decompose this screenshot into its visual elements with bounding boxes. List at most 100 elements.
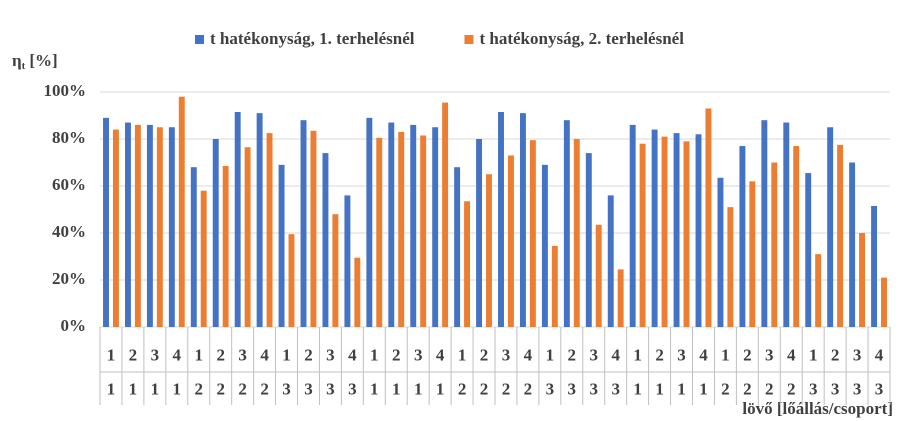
x-tick-label: 1 [370, 345, 379, 364]
x-tick-label: 2 [216, 379, 225, 398]
x-tick-label: 4 [699, 345, 708, 364]
bar [486, 174, 492, 327]
bar [244, 147, 251, 327]
bar [805, 173, 812, 327]
bar [727, 207, 734, 327]
x-tick-label: 1 [107, 345, 116, 364]
x-tick-label: 2 [392, 345, 401, 364]
y-label-symbol: η [12, 51, 22, 70]
x-tick-label: 1 [107, 379, 116, 398]
bar [507, 155, 514, 327]
x-tick-label: 3 [853, 345, 862, 364]
x-tick-label: 2 [216, 345, 225, 364]
bar [432, 127, 439, 327]
x-tick-label: 1 [129, 379, 138, 398]
x-tick-label: 4 [611, 345, 620, 364]
x-axis-label: lövő [lőállás/csoport] [742, 399, 893, 418]
x-tick-label: 2 [304, 345, 313, 364]
bar [354, 257, 361, 327]
bar [222, 166, 229, 327]
x-tick-label: 4 [524, 345, 533, 364]
bar [661, 136, 668, 327]
x-tick-label: 3 [831, 379, 840, 398]
bar [498, 111, 504, 327]
x-tick-label: 2 [260, 379, 269, 398]
y-tick-label: 40% [52, 222, 86, 241]
bar [749, 181, 756, 327]
bar [420, 135, 427, 327]
x-tick-label: 1 [392, 379, 401, 398]
bar [332, 214, 339, 327]
x-tick-label: 1 [809, 345, 818, 364]
bar [673, 133, 680, 327]
x-tick-label: 4 [787, 345, 796, 364]
x-tick-label: 1 [414, 379, 423, 398]
bar [683, 141, 690, 327]
y-tick-label: 100% [44, 81, 87, 100]
x-tick-label: 4 [260, 345, 269, 364]
y-tick-label: 60% [52, 175, 86, 194]
bar [234, 111, 241, 327]
bar [859, 233, 866, 327]
x-tick-label: 2 [787, 379, 796, 398]
x-tick-label: 3 [282, 379, 291, 398]
bar [190, 167, 197, 327]
bar [793, 146, 800, 327]
bar [398, 131, 405, 327]
x-tick-label: 1 [699, 379, 708, 398]
x-tick-label: 3 [348, 379, 357, 398]
x-tick-label: 1 [655, 379, 664, 398]
bar [827, 127, 834, 327]
x-tick-label: 2 [480, 345, 489, 364]
bar [310, 130, 317, 327]
bar [200, 190, 207, 327]
x-tick-label: 3 [546, 379, 555, 398]
legend-swatch [195, 35, 204, 44]
bar [519, 113, 526, 328]
y-tick-label: 0% [61, 316, 87, 335]
bar [717, 177, 724, 327]
bar [595, 224, 602, 327]
x-tick-label: 3 [502, 345, 511, 364]
x-tick-label: 3 [590, 379, 599, 398]
bar [288, 234, 295, 327]
x-tick-label: 1 [546, 345, 555, 364]
bar [322, 153, 329, 327]
x-tick-label: 2 [655, 345, 664, 364]
bar [705, 108, 712, 327]
bar [300, 120, 307, 327]
bar [256, 113, 263, 328]
x-tick-label: 2 [831, 345, 840, 364]
y-axis-label: ηt [%] [12, 51, 58, 72]
x-tick-label: 2 [129, 345, 138, 364]
legend-label: t hatékonyság, 1. terhelésnél [210, 29, 415, 48]
x-tick-label: 4 [173, 345, 182, 364]
bar [607, 195, 614, 327]
y-label-unit: [%] [29, 51, 57, 70]
x-tick-label: 2 [458, 379, 467, 398]
bar [629, 124, 636, 328]
x-tick-label: 3 [568, 379, 577, 398]
bar [388, 122, 395, 327]
x-tick-label: 3 [304, 379, 313, 398]
bar [344, 195, 351, 327]
bar [651, 129, 658, 327]
bar [771, 162, 778, 327]
x-tick-label: 1 [151, 379, 160, 398]
legend-label: t hatékonyság, 2. terhelésnél [479, 29, 684, 48]
bar [617, 269, 624, 327]
bar [112, 129, 119, 327]
bar [156, 127, 163, 327]
bar [124, 122, 131, 327]
bar [551, 245, 558, 327]
x-tick-label: 2 [743, 379, 752, 398]
bar [376, 137, 383, 327]
bar [266, 133, 273, 327]
x-tick-label: 1 [458, 345, 467, 364]
x-tick-label: 3 [677, 345, 686, 364]
x-tick-label: 1 [282, 345, 291, 364]
x-tick-label: 3 [853, 379, 862, 398]
x-tick-label: 2 [765, 379, 774, 398]
x-tick-label: 1 [721, 345, 730, 364]
